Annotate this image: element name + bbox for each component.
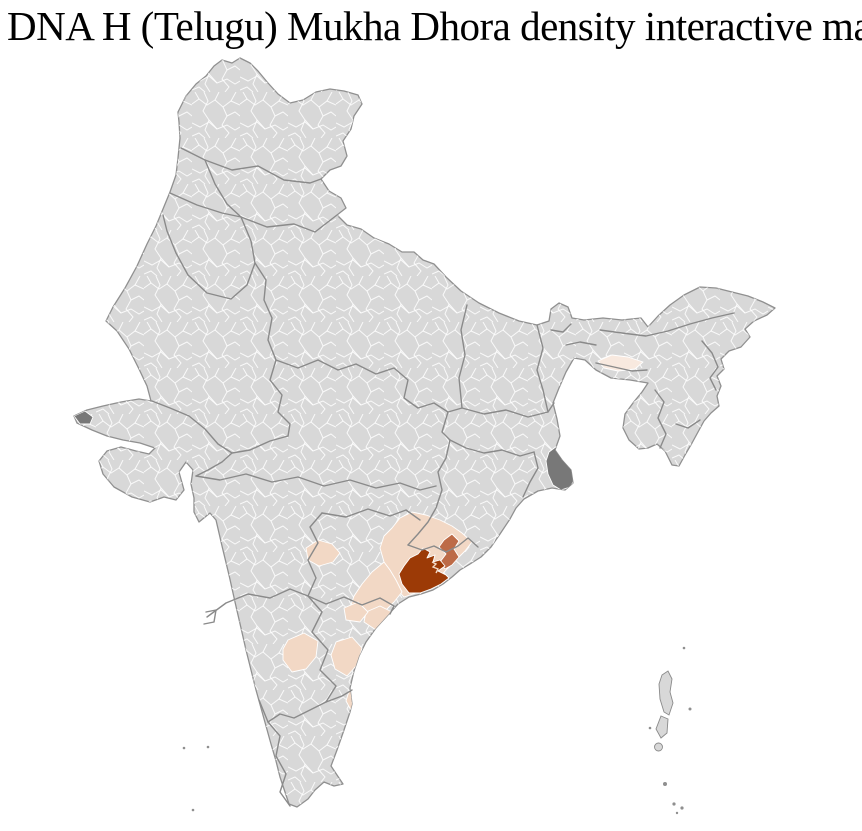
no-data-kutch-tip[interactable] — [74, 410, 94, 425]
state-boundaries — [151, 147, 735, 807]
page-title: DNA H (Telugu) Mukha Dhora density inter… — [7, 3, 862, 49]
district-high-vizianagaram[interactable] — [438, 533, 460, 570]
andaman-nicobar-islands — [648, 646, 692, 815]
district-low-rayalaseema-east[interactable] — [330, 636, 363, 677]
district-boundaries-mesh — [74, 58, 775, 807]
andaman-main-island — [658, 670, 674, 716]
district-low-guntur[interactable] — [343, 601, 369, 623]
district-low-telangana[interactable] — [305, 539, 341, 567]
district-trace-assam[interactable] — [597, 354, 644, 372]
district-highest-enclave-squiggle — [431, 561, 439, 574]
little-andaman-island — [654, 742, 663, 752]
nicobar-islets — [648, 646, 692, 815]
lakshadweep-islands — [182, 745, 210, 812]
district-low-rayalaseema-west[interactable] — [282, 632, 319, 673]
andaman-south-island — [655, 715, 669, 739]
